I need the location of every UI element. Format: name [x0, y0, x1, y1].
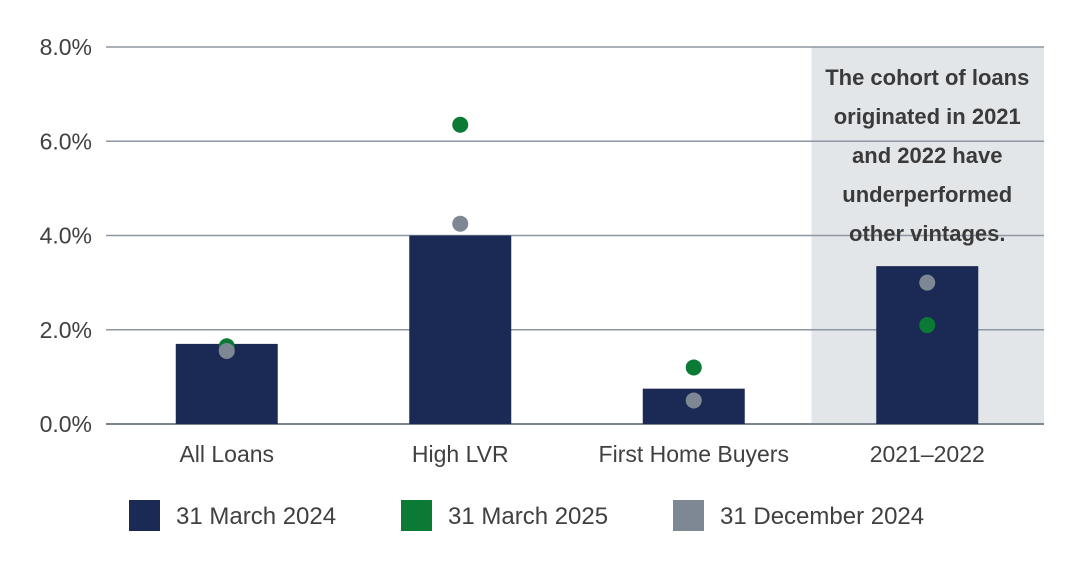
legend: 31 March 2024 31 March 2025 31 December 20…: [129, 500, 924, 531]
dot-point: [685, 392, 702, 409]
annotation-line: and 2022 have: [852, 143, 1002, 168]
bar: [876, 266, 979, 424]
y-tick-label: 2.0%: [40, 317, 92, 343]
dot-point: [685, 359, 702, 376]
x-tick-label: 2021–2022: [870, 441, 985, 467]
annotation-line: underperformed: [842, 182, 1012, 207]
legend-swatch: [673, 500, 704, 531]
y-tick-label: 0.0%: [40, 411, 92, 437]
bar: [409, 235, 512, 424]
y-axis-ticks: 0.0% 2.0% 4.0% 6.0% 8.0%: [40, 34, 92, 437]
annotation-text: The cohort of loans originated in 2021 and…: [825, 65, 1029, 246]
y-tick-label: 6.0%: [40, 128, 92, 154]
legend-swatch: [401, 500, 432, 531]
x-tick-label: First Home Buyers: [599, 441, 789, 467]
dot-point: [218, 342, 235, 359]
legend-label: 31 December 2024: [720, 503, 924, 530]
legend-label: 31 March 2024: [176, 503, 336, 530]
dot-point: [919, 317, 936, 334]
bar-series: [175, 235, 979, 424]
legend-swatch: [129, 500, 160, 531]
annotation-line: originated in 2021: [834, 104, 1021, 129]
legend-label: 31 March 2025: [448, 503, 608, 530]
annotation-line: The cohort of loans: [825, 65, 1029, 90]
dot-point: [452, 116, 469, 133]
dot-point: [452, 215, 469, 232]
x-axis-ticks: All Loans High LVR First Home Buyers 2021–2…: [179, 441, 984, 467]
x-tick-label: High LVR: [412, 441, 509, 467]
dot-series: [218, 116, 936, 409]
dot-point: [919, 274, 936, 291]
annotation-line: other vintages.: [849, 221, 1005, 246]
y-tick-label: 8.0%: [40, 34, 92, 60]
y-tick-label: 4.0%: [40, 223, 92, 249]
x-tick-label: All Loans: [179, 441, 274, 467]
